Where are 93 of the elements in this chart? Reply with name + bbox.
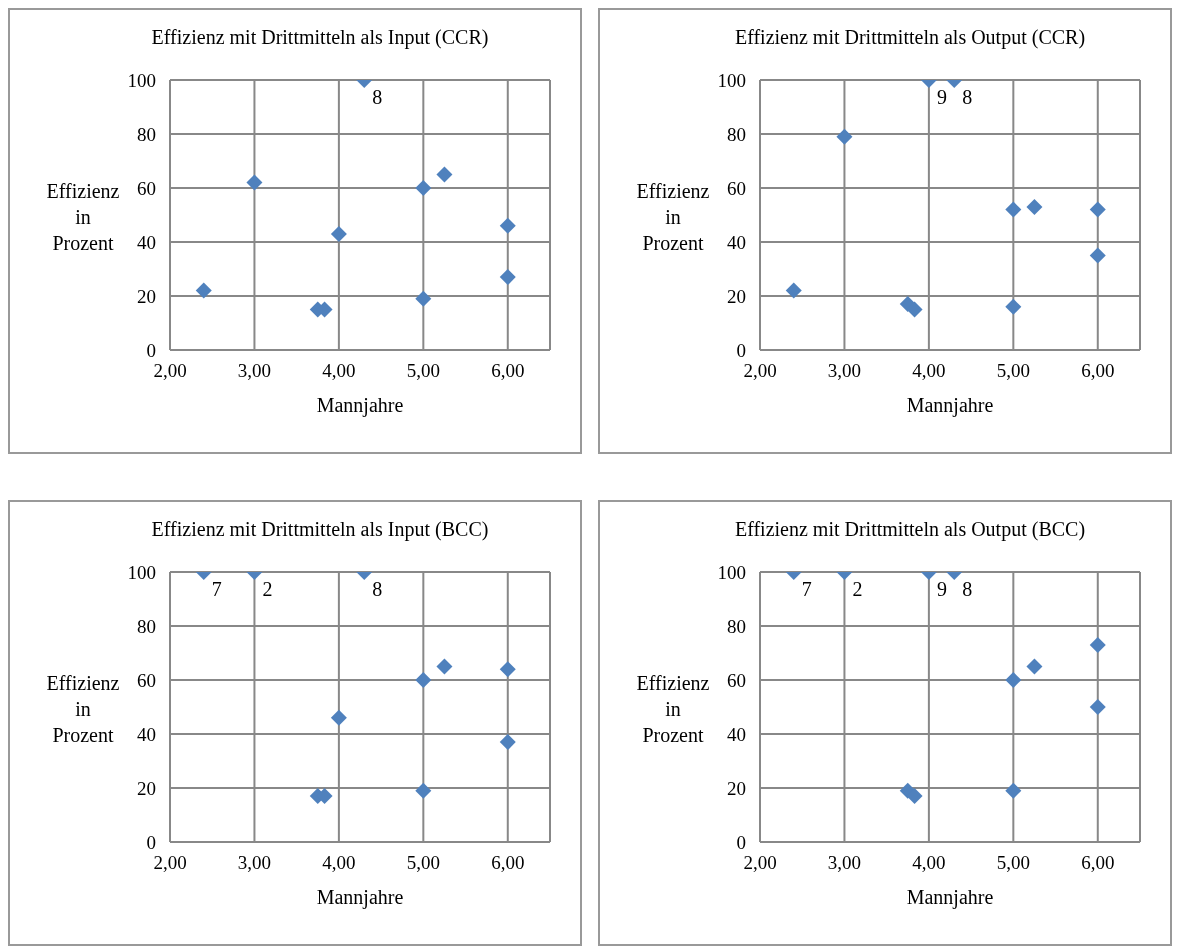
chart-title: Effizienz mit Drittmitteln als Input (CCR): [150, 26, 490, 49]
y-tick-label: 100: [717, 69, 746, 91]
x-tick-label: 2,00: [743, 360, 777, 382]
point: [499, 217, 516, 234]
y-tick-label: 80: [137, 123, 156, 145]
y-tick-label: 40: [137, 723, 156, 745]
point: [906, 788, 923, 805]
chart-title: Effizienz mit Drittmitteln als Input (BCC): [150, 518, 490, 541]
point: [1005, 298, 1022, 315]
y-tick-label: 80: [137, 615, 156, 637]
x-tick-label: 2,00: [153, 360, 187, 382]
y-tick-label: 60: [727, 669, 746, 691]
y-tick-label: 80: [727, 615, 746, 637]
x-tick-label: 6,00: [491, 360, 525, 382]
point: [415, 672, 432, 688]
point: [785, 282, 802, 299]
x-axis-title: Mannjahre: [316, 394, 404, 417]
y-tick-label: 100: [127, 561, 156, 583]
x-axis-title: Mannjahre: [316, 886, 404, 909]
y-axis-title: Effizienz in Prozent: [45, 179, 121, 256]
x-tick-label: 3,00: [827, 852, 862, 874]
annotation: 8: [372, 86, 383, 108]
annotation: 7: [211, 578, 222, 600]
point: [436, 166, 453, 183]
y-tick-label: 0: [146, 831, 156, 853]
point: [1089, 201, 1106, 218]
x-tick-label: 6,00: [491, 852, 525, 874]
x-tick-label: 4,00: [912, 852, 946, 874]
x-axis-title: Mannjahre: [906, 886, 994, 909]
point: [330, 709, 347, 726]
x-tick-label: 5,00: [996, 360, 1030, 382]
x-tick-label: 4,00: [322, 852, 356, 874]
x-axis-title: Mannjahre: [906, 394, 994, 417]
y-axis-title: Effizienz in Prozent: [635, 671, 711, 748]
annotation: 8: [962, 578, 973, 600]
x-tick-label: 5,00: [406, 852, 440, 874]
y-tick-label: 20: [137, 285, 156, 307]
point: [499, 661, 516, 678]
y-tick-label: 80: [727, 123, 746, 145]
point: [246, 174, 263, 191]
annotation: 2: [262, 578, 273, 600]
y-tick-label: 20: [137, 777, 156, 799]
annotation: 8: [962, 86, 973, 108]
point: [499, 269, 516, 286]
annotation: 9: [936, 86, 947, 108]
annotation: 2: [852, 578, 863, 600]
chart-title: Effizienz mit Drittmitteln als Output (CCR): [733, 26, 1087, 49]
x-tick-label: 4,00: [322, 360, 356, 382]
x-tick-label: 2,00: [153, 852, 187, 874]
point: [415, 180, 432, 196]
y-tick-label: 40: [727, 723, 746, 745]
annotation: 8: [372, 578, 383, 600]
y-tick-label: 0: [736, 831, 746, 853]
point: [1026, 198, 1043, 215]
x-tick-label: 3,00: [237, 360, 272, 382]
y-tick-label: 40: [727, 231, 746, 253]
x-tick-label: 4,00: [912, 360, 946, 382]
y-tick-label: 0: [736, 339, 746, 361]
y-tick-label: 100: [717, 561, 746, 583]
point: [1026, 658, 1043, 675]
x-tick-label: 6,00: [1081, 360, 1115, 382]
y-tick-label: 60: [137, 669, 156, 691]
x-tick-label: 3,00: [237, 852, 272, 874]
point: [1089, 699, 1106, 715]
point: [330, 225, 347, 242]
point: [499, 734, 516, 751]
point: [1005, 782, 1022, 799]
x-tick-label: 5,00: [996, 852, 1030, 874]
point: [1005, 201, 1022, 218]
y-tick-label: 60: [727, 177, 746, 199]
point: [415, 290, 432, 307]
y-axis-title: Effizienz in Prozent: [635, 179, 711, 256]
annotation: 9: [936, 578, 947, 600]
x-tick-label: 5,00: [406, 360, 440, 382]
y-tick-label: 20: [727, 777, 746, 799]
point: [906, 301, 923, 318]
chart-title: Effizienz mit Drittmitteln als Output (BCC): [733, 518, 1087, 541]
y-tick-label: 60: [137, 177, 156, 199]
y-tick-label: 40: [137, 231, 156, 253]
x-tick-label: 6,00: [1081, 852, 1115, 874]
x-tick-label: 3,00: [827, 360, 862, 382]
y-tick-label: 0: [146, 339, 156, 361]
x-tick-label: 2,00: [743, 852, 777, 874]
y-axis-title: Effizienz in Prozent: [45, 671, 121, 748]
point: [1089, 247, 1106, 264]
point: [1005, 672, 1022, 688]
y-tick-label: 100: [127, 69, 156, 91]
point: [836, 128, 853, 145]
y-tick-label: 20: [727, 285, 746, 307]
point: [415, 782, 432, 799]
point: [195, 282, 212, 299]
point: [436, 658, 453, 675]
annotation: 7: [801, 578, 812, 600]
